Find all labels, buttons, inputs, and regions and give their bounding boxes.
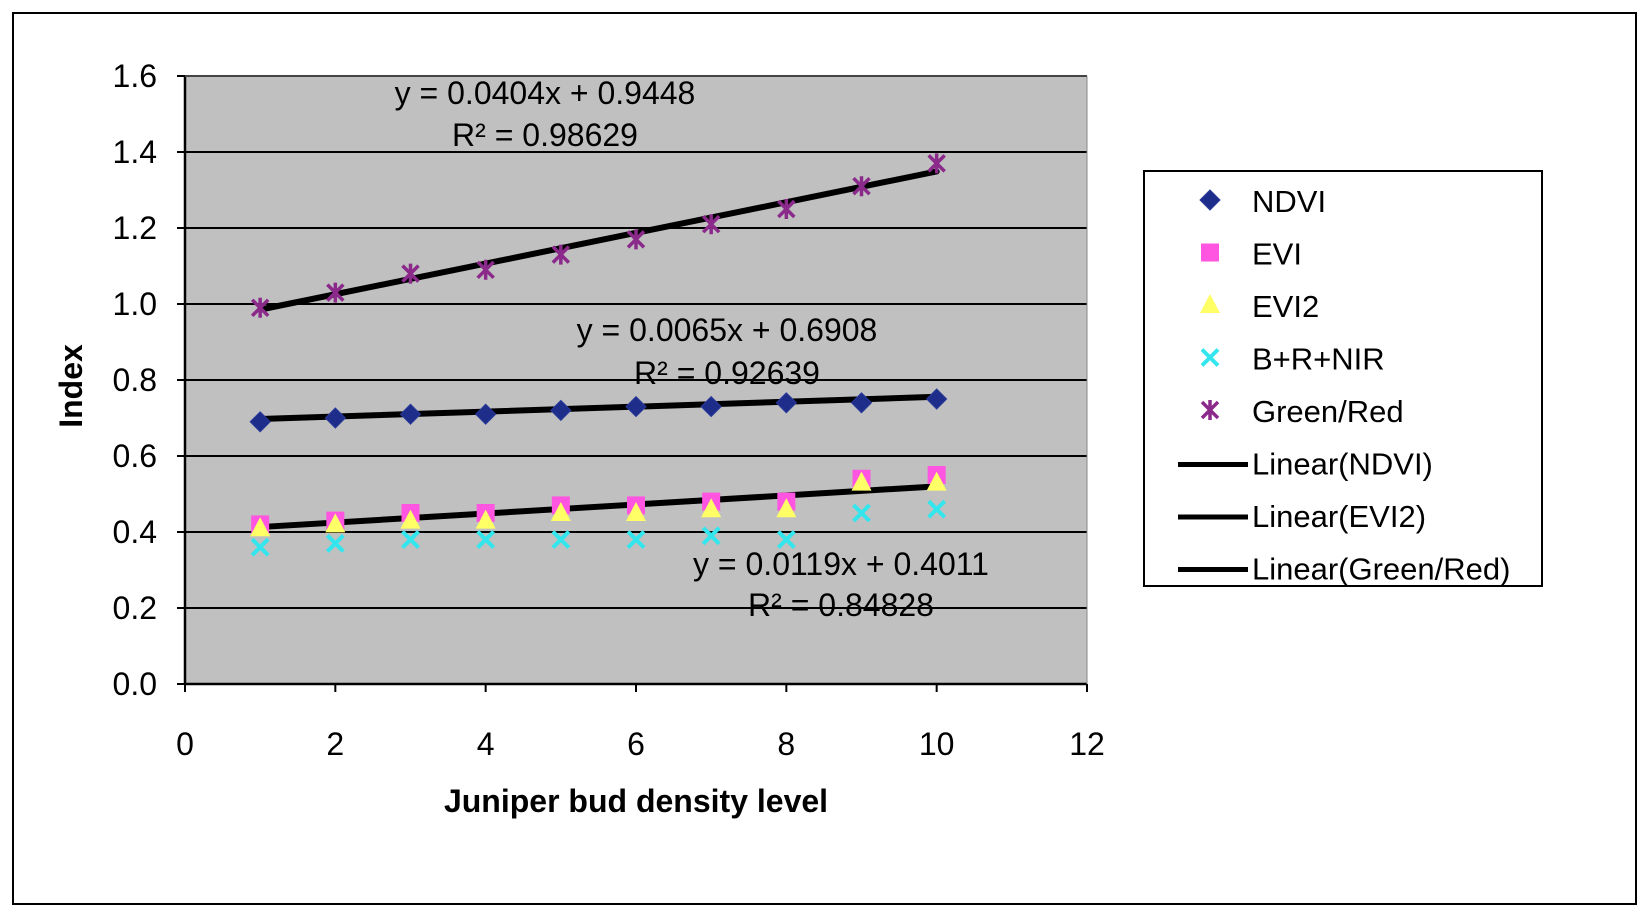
equation-label-evi2: y = 0.0119x + 0.4011	[693, 546, 989, 582]
legend-swatch-evi	[1201, 243, 1219, 262]
x-tick-label: 2	[326, 726, 344, 762]
x-tick-label: 0	[176, 726, 194, 762]
legend-swatch-ndvi	[1199, 189, 1221, 211]
y-tick-label: 0.8	[113, 362, 157, 398]
data-point-ndvi	[399, 403, 422, 425]
y-tick-label: 1.6	[113, 58, 157, 94]
trendline	[257, 168, 940, 313]
data-point-green-red	[777, 199, 796, 219]
legend-label-linear-evi2-: Linear(EVI2)	[1252, 499, 1426, 534]
axes	[177, 75, 1088, 692]
data-point-green-red	[326, 282, 345, 303]
data-point-b-r-nir	[476, 530, 496, 550]
r2-label-evi2: R² = 0.84828	[748, 587, 934, 623]
trendlines	[257, 168, 940, 531]
data-point-green-red	[927, 153, 946, 174]
legend-swatch-green-red	[1200, 400, 1220, 420]
legend-label-evi: EVI	[1252, 237, 1302, 272]
data-point-ndvi	[249, 411, 271, 433]
trendline	[257, 483, 940, 531]
legend: NDVI EVI EVI2 B+R+NIR Green/Red Linear(NDVI) L…	[1178, 184, 1510, 587]
data-point-green-red	[476, 259, 495, 280]
data-point-evi2	[250, 517, 271, 537]
trendline	[257, 393, 940, 423]
y-tick-label: 1.0	[113, 286, 157, 322]
legend-swatch-evi2	[1200, 294, 1220, 313]
r2-label-ndvi: R² = 0.92639	[634, 355, 820, 391]
data-point-evi2	[475, 509, 496, 529]
data-point-b-r-nir	[701, 526, 721, 546]
legend-label-linear-green-red-: Linear(Green/Red)	[1252, 552, 1510, 587]
y-axis-title: Index	[53, 344, 89, 428]
data-point-b-r-nir	[776, 530, 796, 550]
data-point-ndvi	[700, 395, 722, 418]
data-point-evi2	[626, 502, 646, 521]
data-point-evi2	[400, 509, 421, 529]
data-point-evi2	[550, 502, 571, 521]
data-point-b-r-nir	[626, 530, 646, 550]
data-point-evi2	[701, 498, 722, 518]
data-point-b-r-nir	[551, 530, 571, 550]
data-point-ndvi	[550, 399, 572, 422]
legend-label-ndvi: NDVI	[1252, 184, 1326, 219]
data-point-ndvi	[775, 392, 798, 414]
data-point-green-red	[551, 244, 571, 265]
legend-swatch-b-r-nir	[1200, 348, 1220, 367]
r2-label-green-red: R² = 0.98629	[452, 117, 638, 153]
data-point-green-red	[701, 214, 721, 235]
data-point-ndvi	[925, 388, 948, 410]
y-tick-label: 0.4	[113, 514, 157, 550]
x-axis-title: Juniper bud density level	[444, 783, 828, 819]
y-tick-label: 0.0	[113, 666, 157, 702]
data-point-evi2	[926, 471, 947, 491]
equation-label-green-red: y = 0.0404x + 0.9448	[395, 75, 696, 111]
legend-label-b-r-nir: B+R+NIR	[1252, 342, 1385, 377]
data-point-ndvi	[324, 407, 347, 429]
data-point-green-red	[250, 297, 270, 318]
y-tick-label: 0.2	[113, 590, 157, 626]
y-tick-label: 1.2	[113, 210, 157, 246]
x-tick-label: 12	[1069, 726, 1105, 762]
legend-label-green-red: Green/Red	[1252, 394, 1404, 429]
data-point-evi2	[851, 471, 872, 491]
x-tick-label: 10	[919, 726, 955, 762]
data-point-b-r-nir	[325, 533, 345, 553]
x-tick-label: 8	[777, 726, 795, 762]
data-point-ndvi	[850, 392, 873, 414]
legend-label-evi2: EVI2	[1252, 289, 1319, 324]
y-tick-label: 0.6	[113, 438, 157, 474]
data-point-b-r-nir	[401, 530, 420, 550]
tick-labels: 0.0 0.2 0.4 0.6 0.8 1.0 1.2 1.4 1.6 0 2 4 6 8 10 12	[113, 58, 1105, 762]
chart-frame	[12, 12, 1637, 905]
legend-label-linear-ndvi-: Linear(NDVI)	[1252, 447, 1433, 482]
data-point-evi2	[325, 513, 346, 533]
y-tick-label: 1.4	[113, 134, 157, 170]
data-point-evi2	[776, 498, 797, 518]
data-point-ndvi	[625, 395, 647, 418]
x-tick-label: 4	[477, 726, 495, 762]
data-point-ndvi	[474, 403, 497, 425]
data-point-green-red	[401, 263, 420, 284]
equation-label-ndvi: y = 0.0065x + 0.6908	[577, 312, 878, 348]
data-point-b-r-nir	[250, 537, 270, 557]
data-points	[249, 153, 948, 557]
data-point-green-red	[852, 176, 871, 197]
x-tick-label: 6	[627, 726, 645, 762]
data-point-b-r-nir	[852, 503, 871, 523]
data-point-b-r-nir	[927, 499, 947, 519]
data-point-green-red	[626, 229, 646, 250]
